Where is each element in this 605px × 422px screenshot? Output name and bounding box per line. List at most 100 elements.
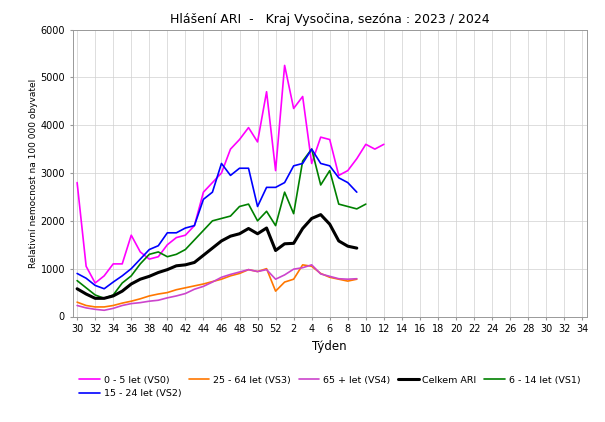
15 - 24 let (VS2) <box>218 161 225 166</box>
65 + let (VS4) <box>155 298 162 303</box>
Celkem ARI <box>137 277 144 282</box>
0 - 5 let (VS0) <box>100 273 108 279</box>
Celkem ARI <box>263 225 270 230</box>
0 - 5 let (VS0) <box>191 223 198 228</box>
65 + let (VS4) <box>73 303 80 308</box>
25 - 64 let (VS3) <box>209 279 216 284</box>
25 - 64 let (VS3) <box>317 271 324 276</box>
15 - 24 let (VS2) <box>254 204 261 209</box>
15 - 24 let (VS2) <box>82 276 90 281</box>
25 - 64 let (VS3) <box>218 277 225 282</box>
25 - 64 let (VS3) <box>236 271 243 276</box>
15 - 24 let (VS2) <box>308 146 315 151</box>
25 - 64 let (VS3) <box>353 277 361 282</box>
6 - 14 let (VS1) <box>317 182 324 187</box>
65 + let (VS4) <box>263 267 270 272</box>
25 - 64 let (VS3) <box>272 289 280 294</box>
6 - 14 let (VS1) <box>281 189 288 195</box>
65 + let (VS4) <box>137 300 144 305</box>
0 - 5 let (VS0) <box>227 146 234 151</box>
Celkem ARI <box>182 262 189 268</box>
0 - 5 let (VS0) <box>281 63 288 68</box>
0 - 5 let (VS0) <box>335 173 342 178</box>
25 - 64 let (VS3) <box>191 283 198 288</box>
65 + let (VS4) <box>91 307 99 312</box>
65 + let (VS4) <box>308 262 315 268</box>
Celkem ARI <box>191 260 198 265</box>
65 + let (VS4) <box>172 293 180 298</box>
25 - 64 let (VS3) <box>344 279 352 284</box>
15 - 24 let (VS2) <box>236 166 243 171</box>
0 - 5 let (VS0) <box>91 281 99 286</box>
65 + let (VS4) <box>227 272 234 277</box>
Line: 65 + let (VS4): 65 + let (VS4) <box>77 265 357 310</box>
65 + let (VS4) <box>218 275 225 280</box>
25 - 64 let (VS3) <box>82 303 90 308</box>
65 + let (VS4) <box>100 308 108 313</box>
0 - 5 let (VS0) <box>308 161 315 166</box>
0 - 5 let (VS0) <box>73 180 80 185</box>
25 - 64 let (VS3) <box>110 303 117 308</box>
15 - 24 let (VS2) <box>73 271 80 276</box>
Celkem ARI <box>245 226 252 231</box>
6 - 14 let (VS1) <box>137 261 144 266</box>
0 - 5 let (VS0) <box>263 89 270 94</box>
15 - 24 let (VS2) <box>353 189 361 195</box>
25 - 64 let (VS3) <box>128 299 135 304</box>
25 - 64 let (VS3) <box>73 300 80 305</box>
25 - 64 let (VS3) <box>200 281 207 287</box>
Celkem ARI <box>308 216 315 221</box>
0 - 5 let (VS0) <box>110 261 117 266</box>
0 - 5 let (VS0) <box>317 135 324 140</box>
Celkem ARI <box>146 274 153 279</box>
6 - 14 let (VS1) <box>128 273 135 279</box>
Celkem ARI <box>100 296 108 301</box>
6 - 14 let (VS1) <box>272 223 280 228</box>
65 + let (VS4) <box>182 291 189 296</box>
6 - 14 let (VS1) <box>353 206 361 211</box>
0 - 5 let (VS0) <box>209 180 216 185</box>
25 - 64 let (VS3) <box>172 287 180 292</box>
25 - 64 let (VS3) <box>308 264 315 269</box>
65 + let (VS4) <box>335 276 342 281</box>
6 - 14 let (VS1) <box>245 202 252 207</box>
15 - 24 let (VS2) <box>119 273 126 279</box>
6 - 14 let (VS1) <box>335 202 342 207</box>
25 - 64 let (VS3) <box>263 266 270 271</box>
0 - 5 let (VS0) <box>137 249 144 254</box>
65 + let (VS4) <box>317 271 324 276</box>
6 - 14 let (VS1) <box>218 216 225 221</box>
65 + let (VS4) <box>272 277 280 282</box>
0 - 5 let (VS0) <box>362 142 370 147</box>
15 - 24 let (VS2) <box>191 223 198 228</box>
25 - 64 let (VS3) <box>326 275 333 280</box>
Celkem ARI <box>128 281 135 287</box>
0 - 5 let (VS0) <box>326 137 333 142</box>
15 - 24 let (VS2) <box>299 161 306 166</box>
6 - 14 let (VS1) <box>308 146 315 151</box>
0 - 5 let (VS0) <box>182 233 189 238</box>
65 + let (VS4) <box>128 301 135 306</box>
Celkem ARI <box>119 289 126 294</box>
6 - 14 let (VS1) <box>100 296 108 301</box>
0 - 5 let (VS0) <box>353 156 361 161</box>
Celkem ARI <box>254 231 261 236</box>
15 - 24 let (VS2) <box>110 279 117 284</box>
6 - 14 let (VS1) <box>236 204 243 209</box>
15 - 24 let (VS2) <box>128 266 135 271</box>
Celkem ARI <box>218 238 225 243</box>
0 - 5 let (VS0) <box>299 94 306 99</box>
6 - 14 let (VS1) <box>91 292 99 298</box>
15 - 24 let (VS2) <box>146 247 153 252</box>
Celkem ARI <box>73 286 80 291</box>
65 + let (VS4) <box>209 279 216 284</box>
25 - 64 let (VS3) <box>119 300 126 306</box>
15 - 24 let (VS2) <box>164 230 171 235</box>
6 - 14 let (VS1) <box>172 252 180 257</box>
15 - 24 let (VS2) <box>155 243 162 248</box>
15 - 24 let (VS2) <box>344 180 352 185</box>
65 + let (VS4) <box>164 295 171 300</box>
0 - 5 let (VS0) <box>245 125 252 130</box>
6 - 14 let (VS1) <box>82 285 90 290</box>
6 - 14 let (VS1) <box>155 249 162 254</box>
